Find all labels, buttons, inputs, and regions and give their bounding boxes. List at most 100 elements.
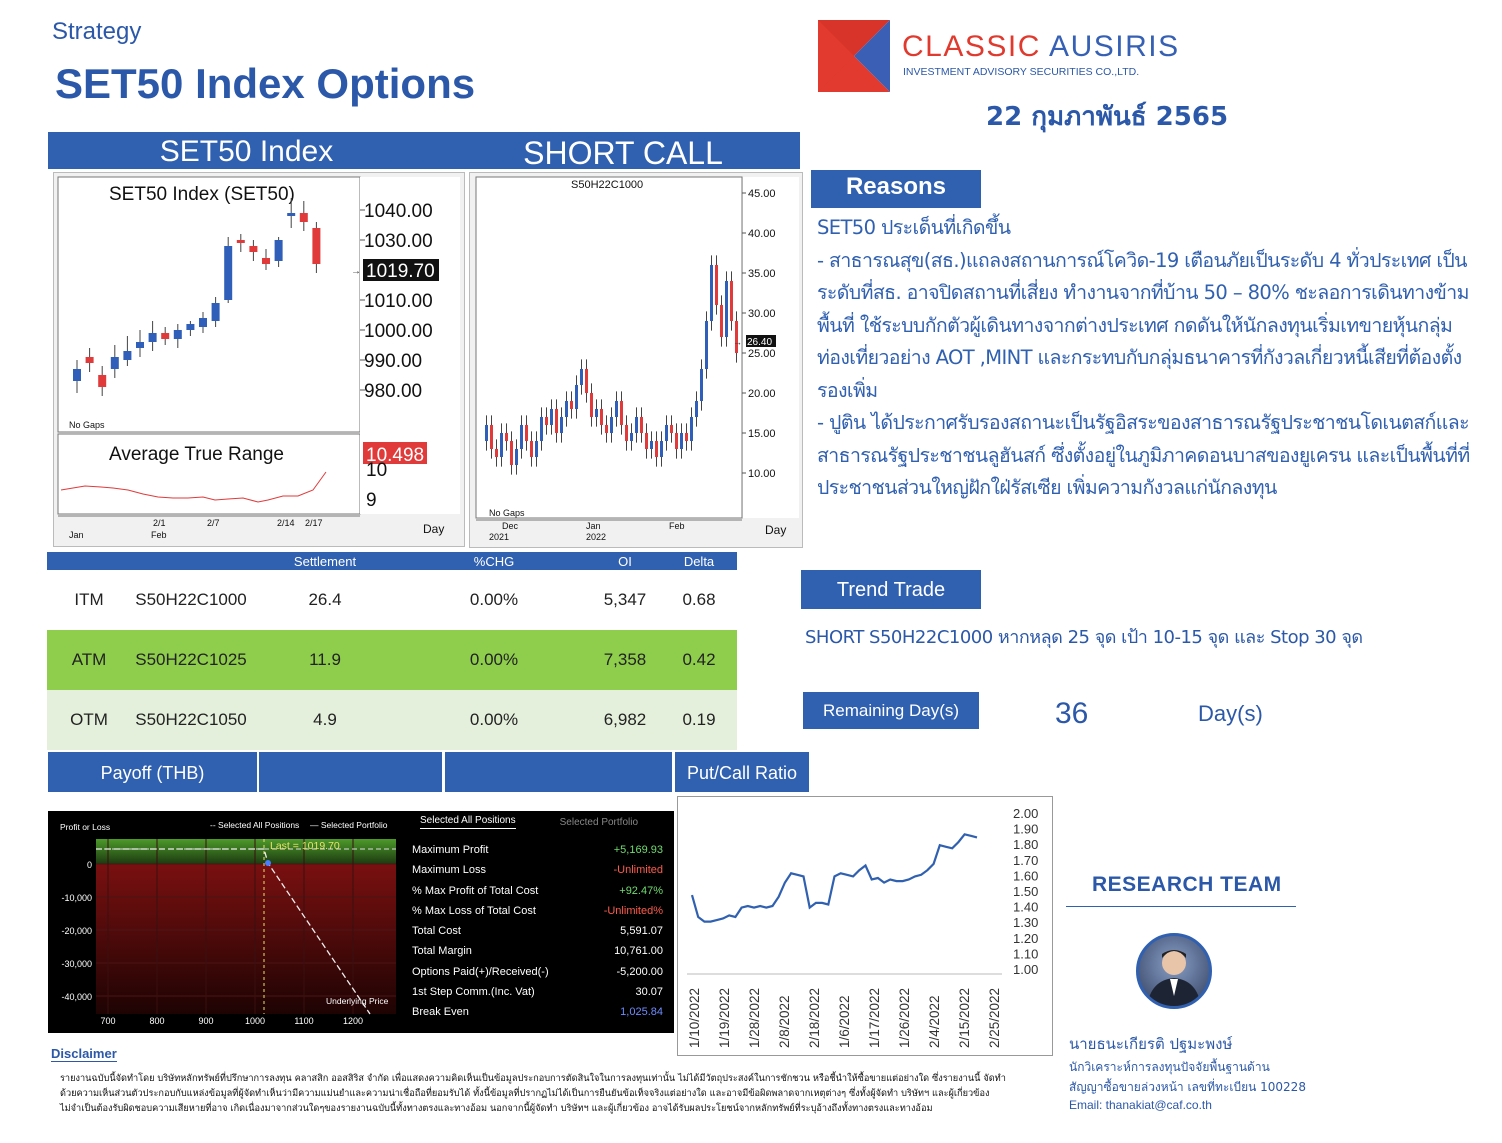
option-candle [620, 401, 623, 425]
set50-candle [287, 213, 296, 216]
put-call-x-ticks: 1/10/2022 1/19/2022 1/28/2022 2/8/2022 2/18/… [687, 988, 1002, 1048]
put-call-x-tick-label: 1/6/2022 [837, 995, 852, 1048]
table-row: OTM S50H22C1050 4.9 0.00% 6,982 0.19 [47, 690, 737, 750]
reason-line: - สาธารณสุข(สธ.)แถลงสถานการณ์โควิด-19 เต… [817, 248, 1468, 272]
option-y-ticks: 45.00 40.00 35.00 30.00 25.00 20.00 15.00 10.00 [742, 188, 776, 480]
set50-period: Day [423, 522, 444, 536]
option-last-arrow-icon: → [733, 337, 742, 347]
analyst-role: นักวิเคราะห์การลงทุนปัจจัยพื้นฐานด้าน [1069, 1060, 1270, 1074]
option-candle [675, 433, 678, 449]
option-chart-title: S50H22C1000 [571, 179, 643, 191]
x-label-jan: Jan [69, 530, 84, 540]
option-candle [660, 441, 663, 457]
set50-y-tick-label: 1040.00 [364, 201, 433, 222]
options-table-header: Settlement %CHG OI Delta [47, 552, 737, 570]
option-y-tick-label: 45.00 [748, 188, 776, 200]
option-candle [665, 425, 668, 441]
option-candle [655, 441, 658, 457]
last-price-arrow-icon: → [351, 266, 361, 277]
option-candle [630, 433, 633, 441]
put-call-y-tick-label: 1.40 [1013, 900, 1038, 915]
reason-line: SET50 ประเด็นที่เกิดขึ้น [817, 216, 1011, 239]
payoff-stat-value: 30.07 [635, 986, 663, 999]
payoff-x-tick-label: 1100 [294, 1016, 313, 1026]
option-y-tick-label: 25.00 [748, 348, 776, 360]
set50-candle [173, 330, 182, 339]
payoff-tabs: Selected All Positions Selected Portfoli… [404, 811, 670, 833]
set50-y-tick-label: 1010.00 [364, 291, 433, 312]
opt-x-feb: Feb [669, 521, 685, 531]
payoff-stat-label: % Max Profit of Total Cost [412, 884, 539, 897]
option-candle [555, 409, 558, 433]
opt-x-dec: Dec [502, 521, 519, 531]
set50-gaps-note: No Gaps [69, 420, 105, 430]
payoff-stat-value: 10,761.00 [614, 945, 663, 958]
set50-y-ticks: 1040.00 1030.00 1010.00 1000.00 990.00 980.00 [360, 201, 433, 402]
set50-candle [299, 213, 308, 222]
option-candle [645, 433, 648, 449]
set50-y-tick-label: 1000.00 [364, 321, 433, 342]
table-row: ITM S50H22C1000 26.4 0.00% 5,347 0.68 [47, 570, 737, 630]
option-candle [520, 425, 523, 449]
brand-name: CLASSIC AUSIRIS [902, 30, 1180, 64]
set50-candle [85, 357, 94, 363]
payoff-stat-row: Break Even 1,025.84 [412, 1002, 663, 1022]
set50-candle [186, 324, 195, 330]
row-delta: 0.19 [661, 690, 737, 750]
put-call-x-tick-label: 1/17/2022 [867, 988, 882, 1048]
option-candle [560, 417, 563, 433]
put-call-x-tick-label: 2/18/2022 [807, 988, 822, 1048]
set50-candle [161, 333, 170, 339]
option-period: Day [765, 523, 786, 537]
opt-x-2021: 2021 [489, 532, 509, 542]
set50-chart-title: SET50 Index (SET50) [109, 184, 295, 205]
reason-line: ท่องเที่ยวอย่าง AOT ,MINT และกระทบกับกลุ… [817, 346, 1462, 369]
x-label-2-7: 2/7 [207, 518, 220, 528]
option-candle [510, 441, 513, 465]
payoff-stat-row: Options Paid(+)/Received(-) -5,200.00 [412, 962, 663, 982]
put-call-chart: 2.001.901.801.701.601.501.401.301.201.10… [687, 806, 1038, 1048]
th-settlement: Settlement [251, 552, 399, 570]
option-candle [640, 417, 643, 433]
option-candle [720, 305, 723, 337]
option-y-tick-label: 30.00 [748, 308, 776, 320]
option-candle [585, 369, 588, 393]
option-candle [565, 401, 568, 417]
payoff-stat-row: 1st Step Comm.(Inc. Vat) 30.07 [412, 982, 663, 1002]
reasons-body: SET50 ประเด็นที่เกิดขึ้น - สาธารณสุข(สธ.… [817, 212, 1487, 505]
th-oi: OI [589, 552, 661, 570]
payoff-y-tick-label: 0 [87, 860, 92, 870]
payoff-x-tick-label: 1200 [343, 1016, 363, 1026]
brand-subtitle: INVESTMENT ADVISORY SECURITIES CO.,LTD. [903, 66, 1140, 78]
set50-candle [312, 228, 321, 264]
option-plot-frame [475, 176, 743, 519]
put-call-x-tick-label: 2/4/2022 [927, 995, 942, 1048]
tab-selected-all-positions[interactable]: Selected All Positions [420, 815, 516, 829]
option-y-tick-label: 20.00 [748, 388, 776, 400]
analyst-email[interactable]: Email: thanakiat@caf.co.th [1069, 1098, 1212, 1112]
set50-candles [73, 198, 321, 396]
option-candle [725, 281, 728, 337]
set50-candle [236, 240, 245, 243]
put-call-x-tick-label: 1/10/2022 [687, 988, 702, 1048]
opt-x-2022: 2022 [586, 532, 606, 542]
trend-trade-header: Trend Trade [801, 570, 981, 609]
row-type: ATM [47, 630, 131, 690]
set50-chart: SET50 Index (SET50) No Gaps 1040.00 1030.… [57, 176, 460, 540]
put-call-line [690, 833, 978, 923]
option-candle [705, 321, 708, 369]
payoff-y-ticks: 0 -10,000 -20,000 -30,000 -40,000 [61, 860, 92, 1002]
payoff-y-tick-label: -30,000 [61, 959, 92, 969]
row-oi: 7,358 [589, 630, 661, 690]
option-candle [635, 417, 638, 433]
option-candle [550, 409, 553, 425]
tab-selected-portfolio[interactable]: Selected Portfolio [559, 816, 639, 828]
payoff-grid [96, 839, 396, 1014]
option-candle [580, 369, 583, 385]
option-y-tick-label: 15.00 [748, 428, 776, 440]
th-chg: %CHG [399, 552, 589, 570]
put-call-x-tick-label: 2/15/2022 [957, 988, 972, 1048]
logo-mark-icon [818, 20, 890, 92]
set50-candle [274, 240, 283, 261]
option-candle [690, 417, 693, 441]
